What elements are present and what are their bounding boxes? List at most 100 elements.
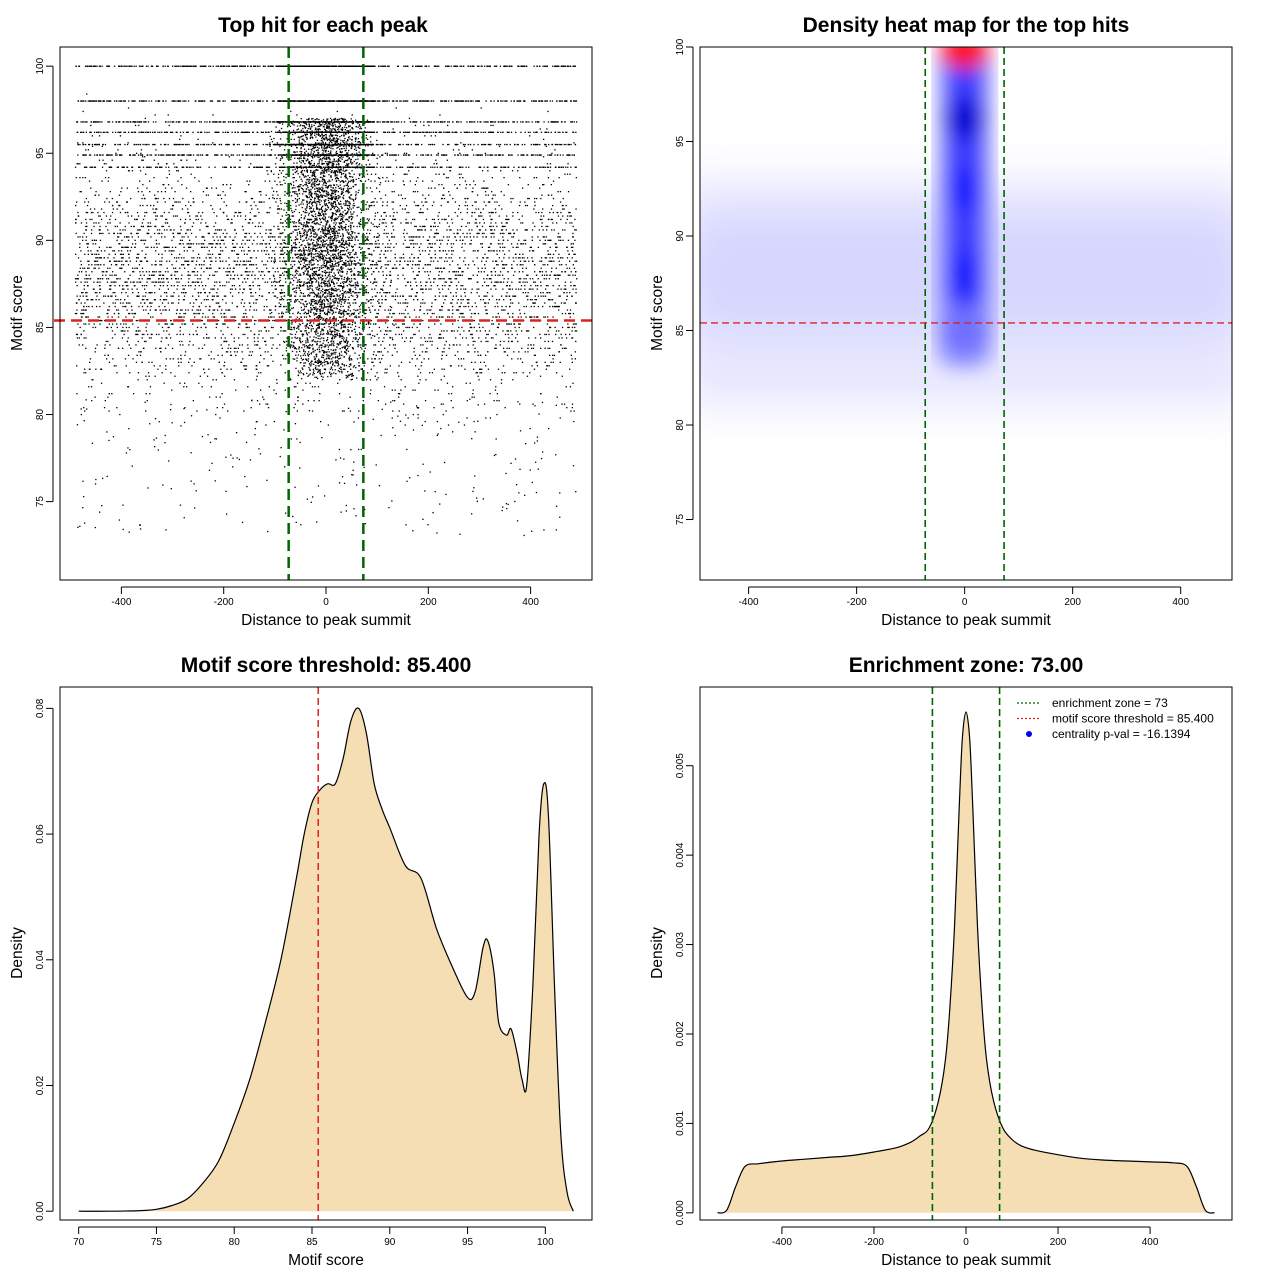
scatter-point	[261, 260, 263, 262]
scatter-point	[120, 323, 122, 325]
scatter-point	[493, 267, 495, 269]
scatter-point	[299, 337, 301, 339]
scatter-point	[471, 361, 473, 363]
scatter-point	[502, 264, 504, 266]
scatter-point	[373, 351, 375, 353]
scatter-point	[214, 337, 216, 339]
scatter-point	[154, 225, 157, 228]
scatter-point	[335, 218, 337, 221]
scatter-point	[250, 288, 252, 290]
scatter-point	[127, 354, 130, 356]
scatter-point	[384, 281, 386, 283]
scatter-point	[121, 246, 123, 248]
scatter-point	[249, 288, 251, 290]
scatter-point	[91, 271, 93, 273]
scatter-point	[256, 375, 258, 377]
scatter-point	[462, 285, 464, 287]
scatter-point	[152, 274, 154, 276]
scatter-point	[412, 236, 414, 238]
scatter-point	[251, 197, 254, 200]
scatter-point	[466, 232, 468, 235]
scatter-point	[338, 278, 340, 280]
scatter-point	[549, 305, 551, 308]
scatter-point	[392, 225, 394, 228]
scatter-point	[222, 239, 225, 241]
scatter-point	[564, 312, 567, 315]
scatter-point	[310, 330, 312, 332]
scatter-point	[410, 295, 412, 297]
scatter-point	[540, 295, 542, 297]
scatter-point	[519, 201, 521, 203]
scatter-point	[208, 337, 210, 339]
scatter-point	[95, 191, 97, 193]
scatter-point	[497, 312, 499, 315]
scatter-point	[165, 299, 168, 301]
scatter-point	[279, 197, 281, 200]
scatter-point	[256, 299, 258, 301]
scatter-point	[150, 246, 153, 248]
scatter-point	[188, 260, 190, 262]
scatter-point	[424, 250, 426, 252]
scatter-point	[434, 278, 436, 280]
scatter-point	[103, 163, 105, 165]
scatter-point	[447, 424, 450, 426]
scatter-point	[528, 260, 530, 262]
scatter-point	[428, 264, 430, 266]
scatter-point	[121, 337, 124, 339]
scatter-point	[267, 173, 269, 175]
scatter-point	[506, 215, 508, 217]
scatter-point	[571, 222, 573, 224]
scatter-point	[576, 278, 578, 280]
scatter-point	[238, 337, 240, 339]
scatter-point	[201, 264, 203, 266]
scatter-point	[554, 305, 556, 308]
scatter-point	[307, 253, 309, 255]
scatter-point	[554, 243, 556, 245]
scatter-point	[461, 271, 464, 273]
scatter-point	[290, 264, 292, 266]
scatter-point	[348, 312, 350, 315]
scatter-point	[97, 316, 99, 318]
scatter-point	[214, 229, 217, 231]
scatter-point	[165, 292, 168, 294]
scatter-point	[451, 250, 453, 252]
scatter-point	[481, 225, 484, 228]
scatter-point	[303, 316, 306, 318]
scatter-point	[459, 239, 461, 241]
scatter-point	[512, 379, 514, 381]
scatter-point	[571, 337, 574, 339]
scatter-point	[560, 302, 563, 304]
scatter-point	[106, 278, 108, 280]
scatter-point	[83, 312, 85, 315]
scatter-point	[323, 351, 325, 353]
scatter-point	[227, 347, 229, 349]
scatter-point	[249, 211, 251, 214]
scatter-point	[389, 312, 391, 315]
scatter-point	[131, 312, 133, 315]
scatter-point	[94, 396, 96, 398]
scatter-point	[155, 239, 157, 241]
scatter-point	[502, 330, 504, 332]
scatter-point	[179, 326, 181, 329]
scatter-point	[508, 232, 510, 235]
scatter-point	[106, 197, 108, 200]
scatter-point	[87, 246, 89, 248]
scatter-point	[388, 316, 390, 318]
scatter-point	[464, 180, 467, 182]
scatter-point	[334, 197, 336, 200]
scatter-point	[471, 149, 473, 151]
scatter-point	[531, 257, 533, 259]
scatter-point	[353, 274, 355, 276]
scatter-point	[463, 305, 465, 308]
scatter-point	[504, 333, 507, 336]
scatter-point	[352, 469, 354, 471]
scatter-point	[92, 326, 94, 329]
scatter-point	[85, 211, 87, 214]
scatter-point	[411, 253, 413, 255]
scatter-point	[557, 236, 559, 238]
scatter-point	[542, 264, 544, 266]
scatter-point	[536, 361, 538, 363]
scatter-point	[331, 246, 333, 248]
scatter-point	[90, 187, 92, 189]
scatter-point	[340, 351, 343, 353]
